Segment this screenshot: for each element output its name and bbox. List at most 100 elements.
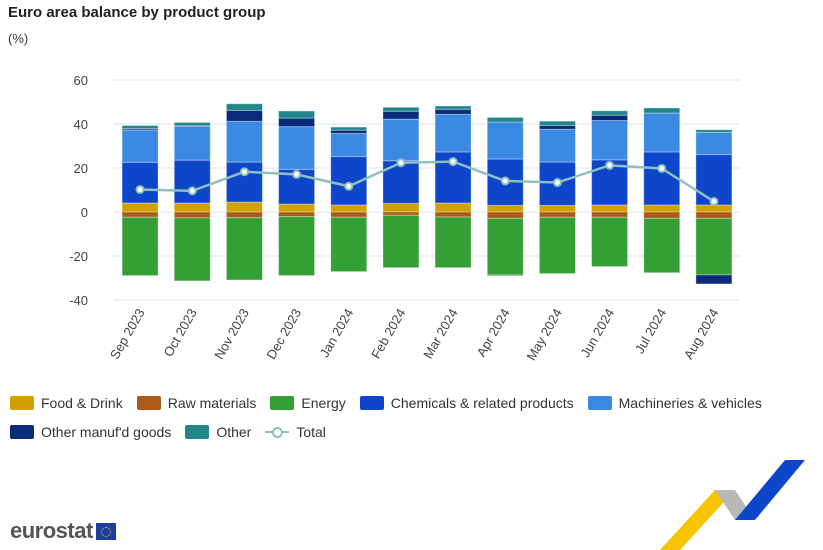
- bar-segment[interactable]: [434, 211, 472, 218]
- total-point[interactable]: [292, 169, 302, 179]
- legend-item[interactable]: Total: [265, 424, 326, 440]
- legend-item[interactable]: Chemicals & related products: [359, 395, 574, 411]
- bar-segment[interactable]: [382, 118, 420, 162]
- bar-segment[interactable]: [121, 125, 159, 130]
- bar-segment[interactable]: [173, 125, 211, 161]
- bar-segment[interactable]: [330, 211, 368, 218]
- bar-segment[interactable]: [486, 211, 524, 219]
- bar-segment[interactable]: [173, 121, 211, 127]
- bar-segment[interactable]: [121, 161, 159, 204]
- bar-segment[interactable]: [225, 201, 263, 213]
- bar-segment[interactable]: [382, 110, 420, 120]
- bar-segment[interactable]: [591, 211, 629, 218]
- bar-segment[interactable]: [643, 112, 681, 153]
- x-tick-label: Oct 2023: [160, 306, 199, 359]
- bar-segment[interactable]: [643, 107, 681, 114]
- total-point[interactable]: [605, 160, 615, 170]
- bar-segment[interactable]: [434, 202, 472, 213]
- bar-segment[interactable]: [330, 132, 368, 158]
- bar-segment[interactable]: [538, 120, 576, 127]
- bar-segment[interactable]: [643, 151, 681, 206]
- bar-segment[interactable]: [591, 119, 629, 161]
- bar-segment[interactable]: [434, 216, 472, 269]
- bar-segment[interactable]: [486, 204, 524, 213]
- bar-segment[interactable]: [486, 274, 524, 277]
- bar-segment[interactable]: [278, 203, 316, 213]
- bar-segment[interactable]: [330, 204, 368, 213]
- bar-segment[interactable]: [225, 120, 263, 163]
- legend-item[interactable]: Other manuf'd goods: [10, 424, 171, 440]
- legend-swatch: [359, 395, 384, 410]
- bar-segment[interactable]: [434, 105, 472, 110]
- bar-segment[interactable]: [225, 211, 263, 219]
- total-point[interactable]: [239, 167, 249, 177]
- total-point[interactable]: [709, 196, 719, 206]
- total-point[interactable]: [657, 163, 667, 173]
- y-tick-label: 40: [74, 117, 88, 132]
- bar-segment[interactable]: [486, 121, 524, 160]
- bar-segment[interactable]: [695, 211, 733, 219]
- bar-segment[interactable]: [434, 108, 472, 115]
- bar-segment[interactable]: [538, 125, 576, 130]
- bar-segment[interactable]: [278, 216, 316, 277]
- bar-segment[interactable]: [591, 204, 629, 213]
- legend-item[interactable]: Energy: [270, 395, 346, 411]
- legend-label: Other: [216, 423, 252, 440]
- bar-segment[interactable]: [225, 103, 263, 111]
- bar-segment[interactable]: [695, 204, 733, 213]
- bar-segment[interactable]: [225, 217, 263, 281]
- bar-segment[interactable]: [330, 126, 368, 131]
- total-point[interactable]: [552, 178, 562, 188]
- bar-segment[interactable]: [278, 211, 316, 218]
- total-point[interactable]: [500, 176, 510, 186]
- legend-item[interactable]: Food & Drink: [10, 395, 123, 411]
- bar-segment[interactable]: [434, 113, 472, 153]
- bar-segment[interactable]: [278, 126, 316, 170]
- bar-segment[interactable]: [173, 202, 211, 213]
- bar-segment[interactable]: [538, 204, 576, 213]
- bar-segment[interactable]: [173, 217, 211, 282]
- bar-segment[interactable]: [695, 217, 733, 276]
- total-point[interactable]: [344, 181, 354, 191]
- bar-segment[interactable]: [695, 154, 733, 206]
- bar-segment[interactable]: [591, 216, 629, 268]
- bar-segment[interactable]: [486, 217, 524, 276]
- total-point[interactable]: [135, 185, 145, 195]
- bar-segment[interactable]: [121, 202, 159, 213]
- bar-segment[interactable]: [538, 216, 576, 275]
- total-point[interactable]: [187, 186, 197, 196]
- bar-segment[interactable]: [643, 204, 681, 213]
- bar-segment[interactable]: [643, 217, 681, 274]
- bar-segment[interactable]: [173, 211, 211, 219]
- bar-segment[interactable]: [695, 274, 733, 285]
- bar-segment[interactable]: [278, 117, 316, 128]
- x-tick-label: May 2024: [523, 306, 565, 363]
- total-point[interactable]: [396, 158, 406, 168]
- bar-segment[interactable]: [695, 131, 733, 156]
- decorative-stripes: [660, 460, 805, 550]
- bar-segment[interactable]: [382, 106, 420, 112]
- bar-segment[interactable]: [278, 110, 316, 119]
- bar-segment[interactable]: [695, 129, 733, 133]
- bar-segment[interactable]: [382, 214, 420, 269]
- bar-segment[interactable]: [225, 109, 263, 122]
- y-tick-label: -20: [69, 249, 88, 264]
- bar-segment[interactable]: [643, 211, 681, 219]
- legend-item[interactable]: Other: [185, 424, 251, 440]
- bar-segment[interactable]: [591, 114, 629, 121]
- bar-segment[interactable]: [486, 116, 524, 123]
- legend-item[interactable]: Raw materials: [136, 395, 256, 411]
- bar-segment[interactable]: [330, 216, 368, 273]
- total-point[interactable]: [448, 157, 458, 167]
- y-axis-unit: (%): [8, 31, 29, 46]
- bar-segment[interactable]: [591, 110, 629, 116]
- bar-segment[interactable]: [173, 159, 211, 204]
- legend-item[interactable]: Machineries & vehicles: [587, 395, 762, 411]
- bar-segment[interactable]: [121, 211, 159, 218]
- bar-segment[interactable]: [538, 211, 576, 218]
- bar-segment[interactable]: [382, 202, 420, 213]
- bar-segment[interactable]: [121, 129, 159, 163]
- bar-segment[interactable]: [538, 128, 576, 163]
- legend-label: Other manuf'd goods: [41, 423, 172, 440]
- bar-segment[interactable]: [121, 216, 159, 277]
